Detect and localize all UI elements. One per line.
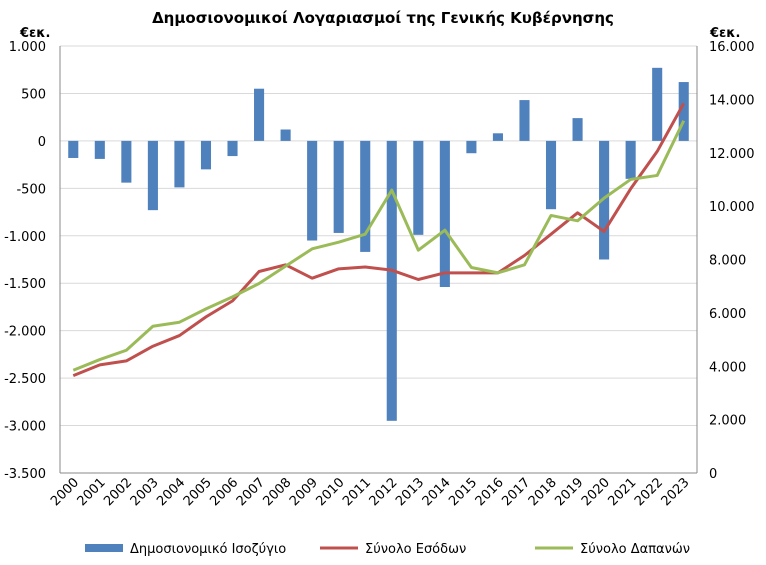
right-tick-label: 8.000 <box>709 254 746 269</box>
bar <box>599 140 610 260</box>
line-series <box>72 102 686 377</box>
bar <box>147 140 158 211</box>
legend: Δημοσιονομικό Ισοζύγιο Σύνολο Εσόδων Σύνολ… <box>85 542 690 557</box>
bar <box>572 118 583 141</box>
bar <box>519 100 530 141</box>
bar <box>333 140 344 233</box>
right-tick-label: 2.000 <box>709 414 746 429</box>
left-axis-ticks: 1.000 500 0 -500 -1.000 -1.500 -2.000 -2.500 -3.… <box>4 40 46 482</box>
legend-swatch <box>85 544 123 552</box>
left-tick-label: 1.000 <box>9 40 46 55</box>
legend-label: Σύνολο Εσόδων <box>365 542 466 557</box>
left-tick-label: -3.500 <box>4 467 46 482</box>
left-tick-label: -1.500 <box>4 277 46 292</box>
right-tick-label: 16.000 <box>709 40 755 55</box>
bar <box>492 133 503 141</box>
gridlines <box>59 45 698 474</box>
bar <box>439 140 450 288</box>
bar <box>121 140 132 183</box>
chart-title: Δημοσιονομικοί Λογαριασμοί της Γενικής Κ… <box>152 9 614 27</box>
bar <box>545 140 557 210</box>
bar <box>200 140 212 170</box>
legend-label: Σύνολο Δαπανών <box>580 542 690 557</box>
right-axis-ticks: 16.000 14.000 12.000 10.000 8.000 6.000 4.000 2… <box>709 40 755 482</box>
bar <box>678 82 689 141</box>
bar <box>94 140 105 159</box>
left-axis-unit: €εκ. <box>19 26 50 41</box>
right-tick-label: 14.000 <box>709 93 755 108</box>
bar <box>280 129 291 141</box>
bar <box>174 140 185 188</box>
bar <box>307 140 318 241</box>
left-tick-label: 500 <box>21 87 46 102</box>
bar <box>413 140 424 235</box>
bar <box>227 140 238 157</box>
left-tick-label: 0 <box>38 135 46 150</box>
bar <box>360 140 371 252</box>
bar <box>625 140 636 179</box>
bar <box>652 67 663 141</box>
legend-label: Δημοσιονομικό Ισοζύγιο <box>130 542 286 557</box>
bar <box>68 140 79 158</box>
bar-series <box>68 67 689 421</box>
left-tick-label: -1.000 <box>4 230 46 245</box>
right-tick-label: 0 <box>709 467 717 482</box>
left-tick-label: -3.000 <box>4 420 46 435</box>
right-tick-label: 6.000 <box>709 307 746 322</box>
right-axis-unit: €εκ. <box>709 26 740 41</box>
bar <box>466 140 477 154</box>
bar <box>254 88 265 141</box>
left-tick-label: -2.500 <box>4 372 46 387</box>
left-tick-label: -500 <box>16 182 46 197</box>
right-tick-label: 12.000 <box>709 147 755 162</box>
right-tick-label: 4.000 <box>709 360 746 375</box>
left-tick-label: -2.000 <box>4 325 46 340</box>
series-line <box>72 120 686 372</box>
bar <box>386 140 397 421</box>
right-tick-label: 10.000 <box>709 200 755 215</box>
